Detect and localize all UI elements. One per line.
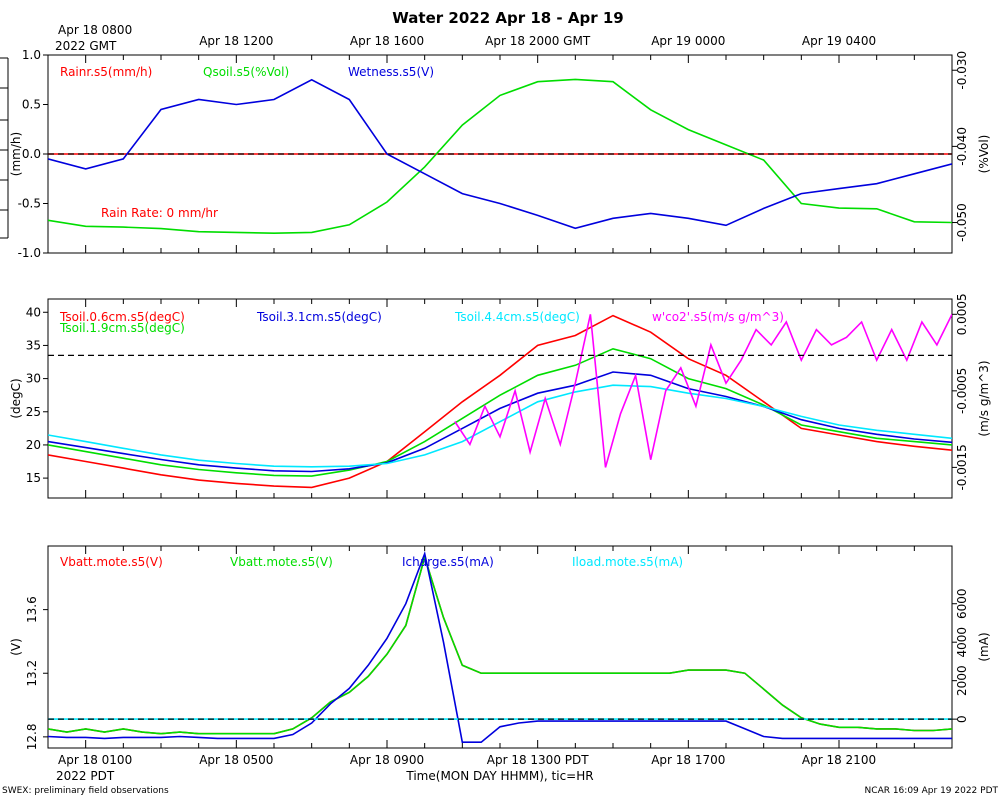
y-tick-label: 12.8 [25,724,39,751]
left-edge-axis-fragment [0,57,9,239]
y2-axis-label: (m/s g/m^3) [977,360,991,436]
series-line-2 [48,371,952,473]
bottom-tick-label: Apr 18 1300 PDT [487,753,589,767]
chart-title: Water 2022 Apr 18 - Apr 19 [392,9,623,27]
y2-tick-label: -0.030 [955,51,969,90]
series-line-4 [454,313,952,468]
legend-entry: Tsoil.0.6cm.s5(degC) [59,310,185,324]
footer-left: SWEX: preliminary field observations [2,786,169,796]
series-line-0 [48,314,952,489]
y2-tick-label: 2000 [955,665,969,696]
series-line-1 [48,78,952,235]
top-axis-corner-line1: Apr 18 0800 [58,23,132,37]
series-line-2 [48,78,952,230]
top-tick-label: Apr 18 1600 [350,34,424,48]
y-tick-label: 30 [26,372,41,386]
rain-rate-annotation: Rain Rate: 0 mm/hr [101,206,218,220]
y-tick-label: 20 [26,438,41,452]
series-line-3 [48,384,952,468]
footer-right: NCAR 16:09 Apr 19 2022 PDT [865,786,999,796]
legend-entry: Tsoil.3.1cm.s5(degC) [256,310,382,324]
bottom-tick-label: Apr 18 1700 [651,753,725,767]
panel-bottom: 13.6 13.2 12.8 6000 4000 2000 0 (V) (mA) Vbatt.mo… [9,545,991,751]
y-tick-label: 0.5 [22,98,41,112]
series-line-1 [48,347,952,477]
panel-middle: 40 35 30 25 20 15 0.0005 -0.0005 -0.0015 (degC) (m… [9,293,991,499]
y-axis-label: (degC) [9,378,23,418]
y-tick-label: 40 [26,305,41,319]
legend-entry: Tsoil.4.4cm.s5(degC) [454,310,580,324]
bottom-axis-corner-line1: Apr 18 0100 [58,753,132,767]
y-tick-label: 13.6 [25,596,39,623]
top-tick-label: Apr 18 2000 GMT [485,34,591,48]
y2-tick-label: 0.0005 [955,293,969,335]
y-tick-label: 0.0 [22,147,41,161]
y-tick-label: 13.2 [25,660,39,687]
y2-tick-label: -0.040 [955,127,969,166]
y2-tick-label: 4000 [955,627,969,658]
y-axis-label: (V) [9,638,23,656]
top-axis-tick-labels: Apr 18 1200 Apr 18 1600 Apr 18 2000 GMT Apr… [199,34,876,48]
y-axis-label: (mm/h) [9,132,23,176]
legend-entry: Vbatt.mote.s5(V) [230,555,333,569]
y2-axis-label: (mA) [977,632,991,661]
y-tick-label: 1.0 [22,48,41,62]
legend-entry: Icharge.s5(mA) [402,555,494,569]
y-tick-label: 35 [26,338,41,352]
panels: 1.0 0.5 0.0 -0.5 -1.0 -0.030 -0.040 -0.050 (mm/h… [0,48,991,750]
y2-tick-label: 0 [955,715,969,723]
bottom-tick-label: Apr 18 0500 [199,753,273,767]
bottom-tick-label: Apr 18 0900 [350,753,424,767]
bottom-tick-label: Apr 18 2100 [802,753,876,767]
y2-tick-label: -0.050 [955,203,969,242]
y2-tick-label: -0.0015 [955,444,969,490]
legend-entry: Qsoil.s5(%Vol) [203,65,289,79]
y-tick-label: -0.5 [18,197,41,211]
y2-tick-label: -0.0005 [955,368,969,414]
y-tick-label: 25 [26,405,41,419]
y-tick-label: -1.0 [18,246,41,260]
legend-entry: Wetness.s5(V) [348,65,434,79]
top-tick-label: Apr 18 1200 [199,34,273,48]
legend-entry: Iload.mote.s5(mA) [572,555,683,569]
legend-entry: Tsoil.1.9cm.s5(degC) [59,321,185,335]
panel-top: 1.0 0.5 0.0 -0.5 -1.0 -0.030 -0.040 -0.050 (mm/h… [9,48,991,260]
top-tick-label: Apr 19 0400 [802,34,876,48]
series-line-0 [48,554,952,735]
legend-entry: Vbatt.mote.s5(V) [60,555,163,569]
y2-axis-label: (%Vol) [977,135,991,174]
series-line-2 [48,550,952,744]
legend-entry: w'co2'.s5(m/s g/m^3) [652,310,784,324]
bottom-axis-tick-labels: Apr 18 0500 Apr 18 0900 Apr 18 1300 PDT Apr… [199,753,876,767]
bottom-axis-corner-line2: 2022 PDT [56,769,115,783]
y2-tick-label: 6000 [955,588,969,619]
panel-frame [47,545,953,749]
legend-entry: Rainr.s5(mm/h) [60,65,152,79]
series-line-1 [48,554,952,735]
top-tick-label: Apr 19 0000 [651,34,725,48]
x-axis-label: Time(MON DAY HHMM), tic=HR [405,769,593,783]
y-tick-label: 15 [26,471,41,485]
top-axis-corner-line2: 2022 GMT [55,39,117,53]
